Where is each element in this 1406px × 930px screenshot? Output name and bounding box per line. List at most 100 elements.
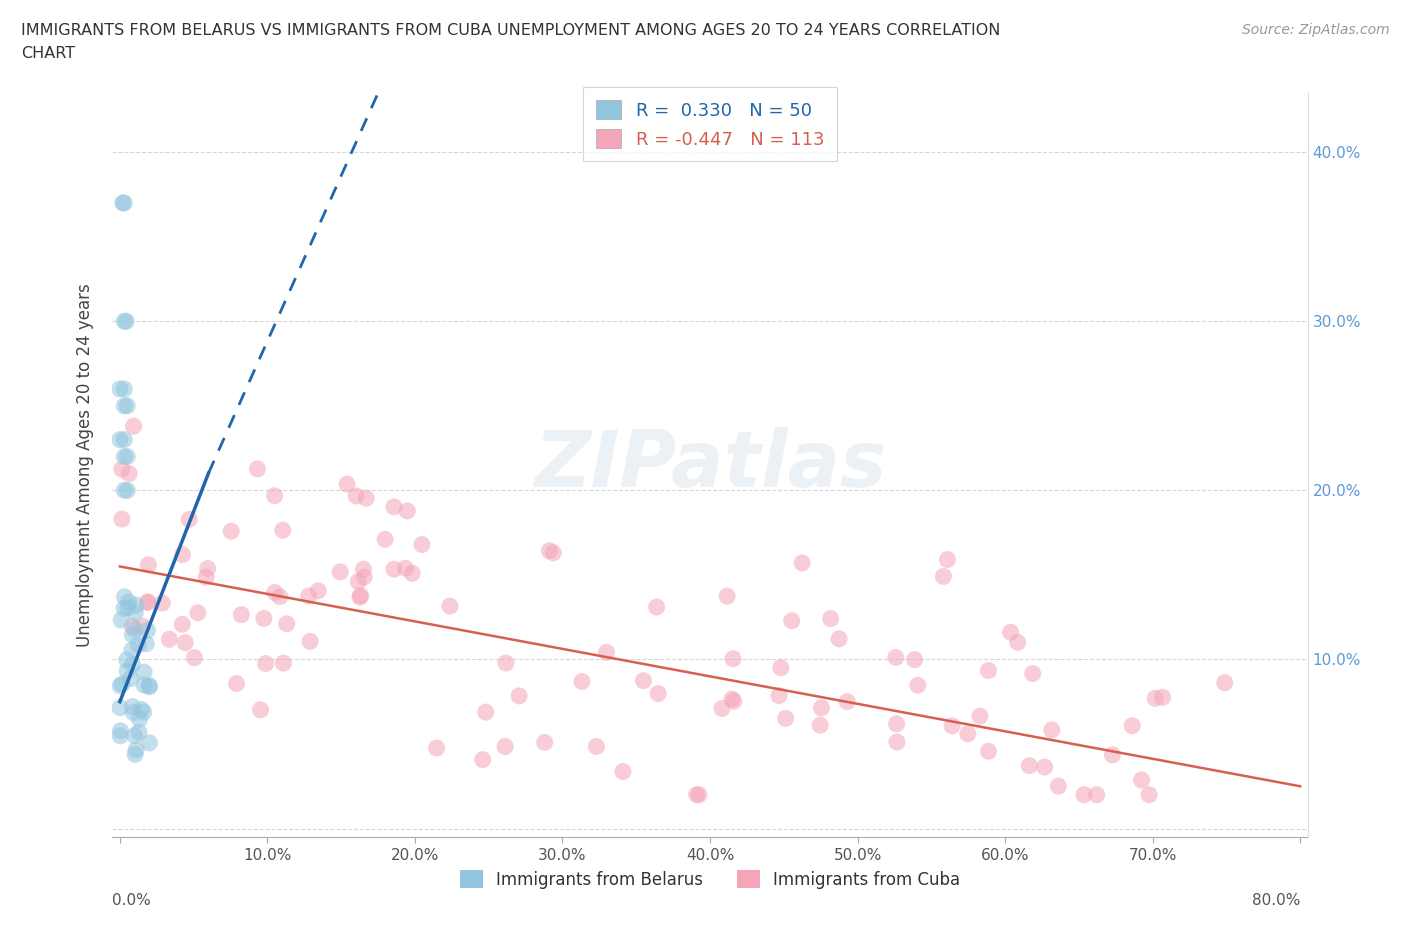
Point (125, 598, 148, 613)
Point (183, 650, 205, 665)
Point (1085, 788, 1108, 803)
Point (125, 742, 148, 757)
Point (571, 674, 593, 689)
Point (808, 718, 831, 733)
Point (115, 398, 138, 413)
Point (936, 552, 959, 567)
Point (1137, 788, 1160, 803)
Point (471, 752, 494, 767)
Point (135, 636, 157, 651)
Point (225, 676, 247, 691)
Point (769, 660, 792, 675)
Point (253, 611, 276, 626)
Point (111, 195, 134, 210)
Point (112, 398, 135, 413)
Point (298, 589, 321, 604)
Point (112, 313, 135, 328)
Point (132, 705, 155, 720)
Point (474, 705, 496, 720)
Point (768, 688, 790, 703)
Point (117, 664, 139, 679)
Point (349, 590, 371, 604)
Point (121, 628, 143, 643)
Text: 80.0%: 80.0% (1251, 893, 1301, 908)
Point (271, 523, 294, 538)
Point (374, 532, 396, 547)
Point (688, 788, 710, 803)
Point (1101, 748, 1123, 763)
Point (1040, 723, 1063, 737)
Point (128, 711, 150, 726)
Point (792, 555, 814, 570)
Point (219, 524, 242, 538)
Point (124, 728, 146, 743)
Point (108, 700, 131, 715)
Point (1000, 625, 1022, 640)
Point (115, 449, 138, 464)
Point (494, 739, 516, 754)
Point (1047, 778, 1070, 793)
Point (585, 739, 607, 754)
Point (977, 744, 1000, 759)
Point (721, 692, 744, 707)
Point (172, 547, 194, 562)
Point (172, 617, 194, 631)
Point (114, 590, 136, 604)
Point (907, 678, 929, 693)
Point (439, 599, 461, 614)
Point (347, 574, 370, 589)
Point (124, 605, 146, 620)
Point (131, 702, 153, 717)
Point (1033, 760, 1056, 775)
Point (1144, 691, 1167, 706)
Text: ZIPatlas: ZIPatlas (534, 427, 886, 503)
Point (157, 631, 180, 646)
Point (179, 512, 201, 526)
Point (299, 634, 322, 649)
Point (108, 432, 131, 447)
Point (904, 652, 927, 667)
Point (344, 488, 367, 503)
Point (886, 716, 908, 731)
Point (396, 503, 419, 518)
Point (136, 623, 159, 638)
Point (533, 735, 555, 750)
Point (932, 569, 955, 584)
Point (354, 491, 377, 506)
Point (721, 651, 744, 666)
Text: IMMIGRANTS FROM BELARUS VS IMMIGRANTS FROM CUBA UNEMPLOYMENT AMONG AGES 20 TO 24: IMMIGRANTS FROM BELARUS VS IMMIGRANTS FR… (21, 23, 1001, 38)
Point (108, 381, 131, 396)
Point (1018, 758, 1040, 773)
Point (132, 678, 155, 693)
Point (111, 512, 134, 526)
Point (197, 561, 219, 576)
Point (336, 477, 359, 492)
Point (138, 557, 160, 572)
Point (426, 740, 449, 755)
Point (112, 432, 135, 447)
Point (121, 699, 143, 714)
Point (111, 461, 134, 476)
Point (382, 499, 405, 514)
Point (121, 643, 143, 658)
Point (1073, 788, 1095, 803)
Point (810, 700, 832, 715)
Point (1021, 666, 1043, 681)
Point (127, 638, 149, 653)
Point (276, 617, 298, 631)
Point (647, 686, 669, 701)
Point (122, 418, 145, 433)
Point (353, 569, 375, 584)
Point (1007, 635, 1029, 650)
Point (254, 656, 277, 671)
Point (138, 678, 160, 693)
Point (508, 688, 530, 703)
Point (1130, 773, 1153, 788)
Point (249, 702, 271, 717)
Point (969, 709, 991, 724)
Point (350, 589, 373, 604)
Point (1121, 718, 1143, 733)
Point (112, 483, 135, 498)
Point (263, 585, 285, 600)
Text: CHART: CHART (21, 46, 75, 61)
